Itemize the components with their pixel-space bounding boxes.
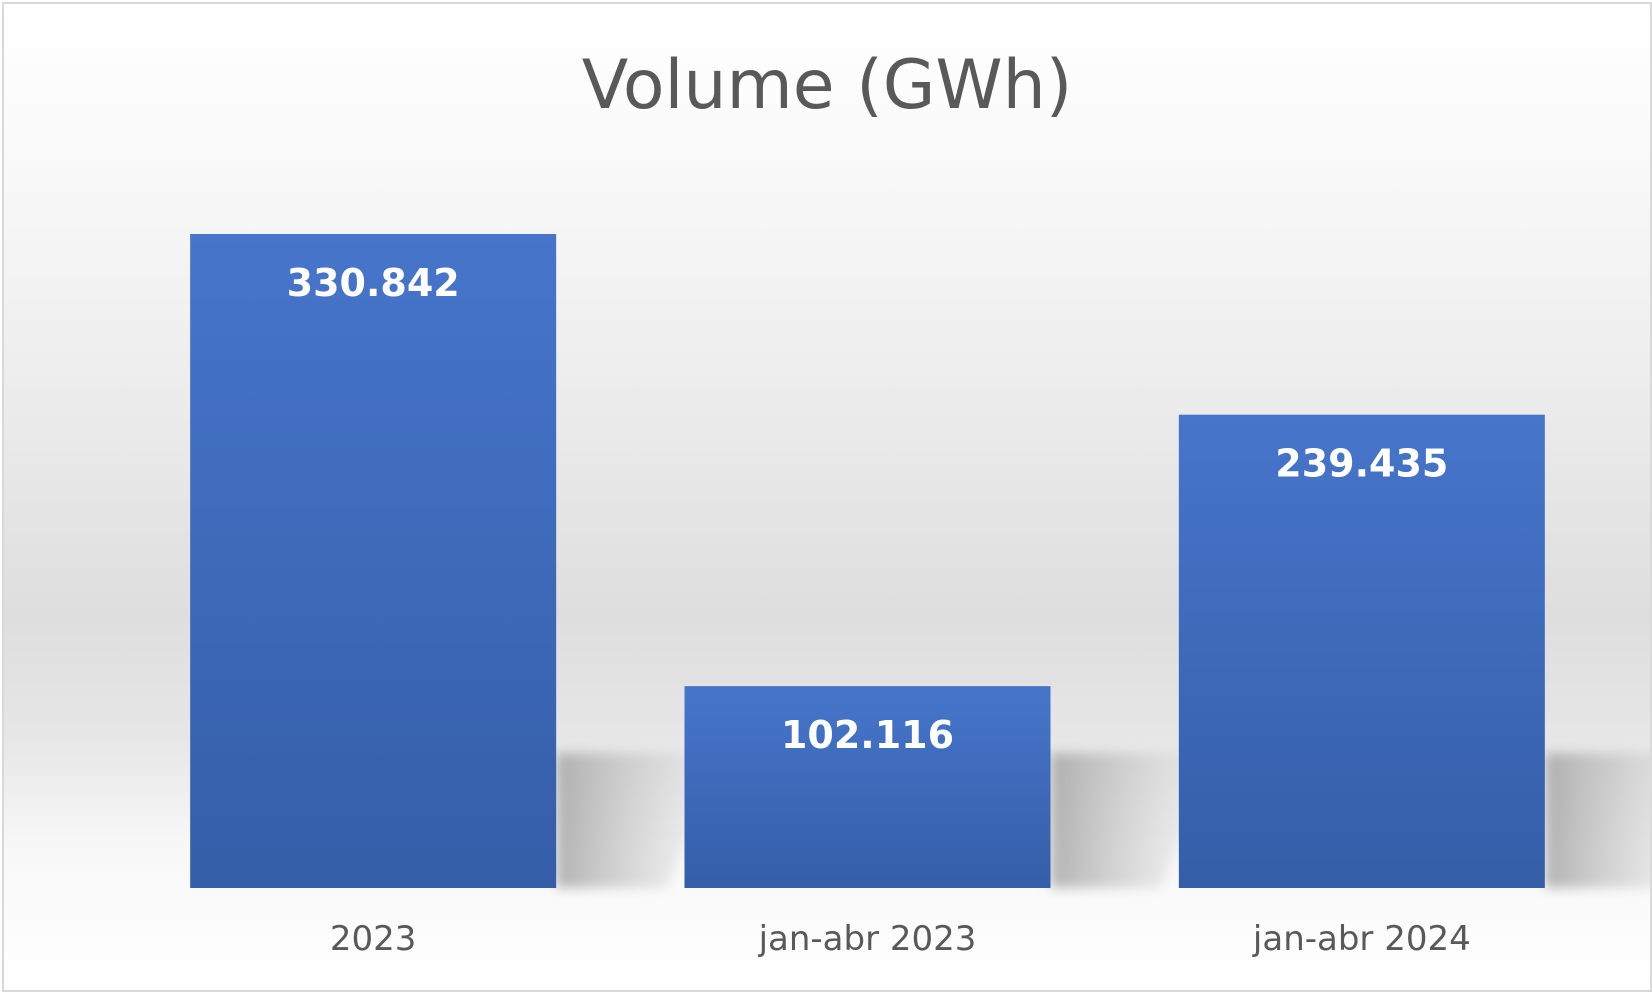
bar-shadow bbox=[1050, 753, 1221, 888]
x-tick-label: jan-abr 2023 bbox=[758, 919, 977, 959]
x-tick-label: jan-abr 2024 bbox=[1252, 919, 1471, 959]
bar-3 bbox=[1178, 414, 1545, 888]
x-tick-label: 2023 bbox=[330, 919, 417, 959]
bar-value-label: 330.842 bbox=[287, 261, 460, 305]
bars-group bbox=[190, 234, 1545, 888]
bar-1 bbox=[190, 234, 557, 888]
bar-value-label: 239.435 bbox=[1275, 442, 1448, 486]
chart-title: Volume (GWh) bbox=[581, 46, 1073, 125]
bar-value-labels: 330.842 102.116 239.435 bbox=[287, 261, 1449, 757]
x-axis-tick-labels: 2023 jan-abr 2023 jan-abr 2024 bbox=[330, 919, 1471, 959]
bar-shadows bbox=[556, 753, 1650, 888]
bar-chart-plot: 330.842 102.116 239.435 2023 jan-abr 2023 ja… bbox=[190, 234, 1650, 959]
bar-value-label: 102.116 bbox=[781, 713, 954, 757]
bar-shadow bbox=[1544, 753, 1650, 888]
bar-shadow bbox=[556, 753, 727, 888]
bar-2 bbox=[684, 686, 1051, 888]
